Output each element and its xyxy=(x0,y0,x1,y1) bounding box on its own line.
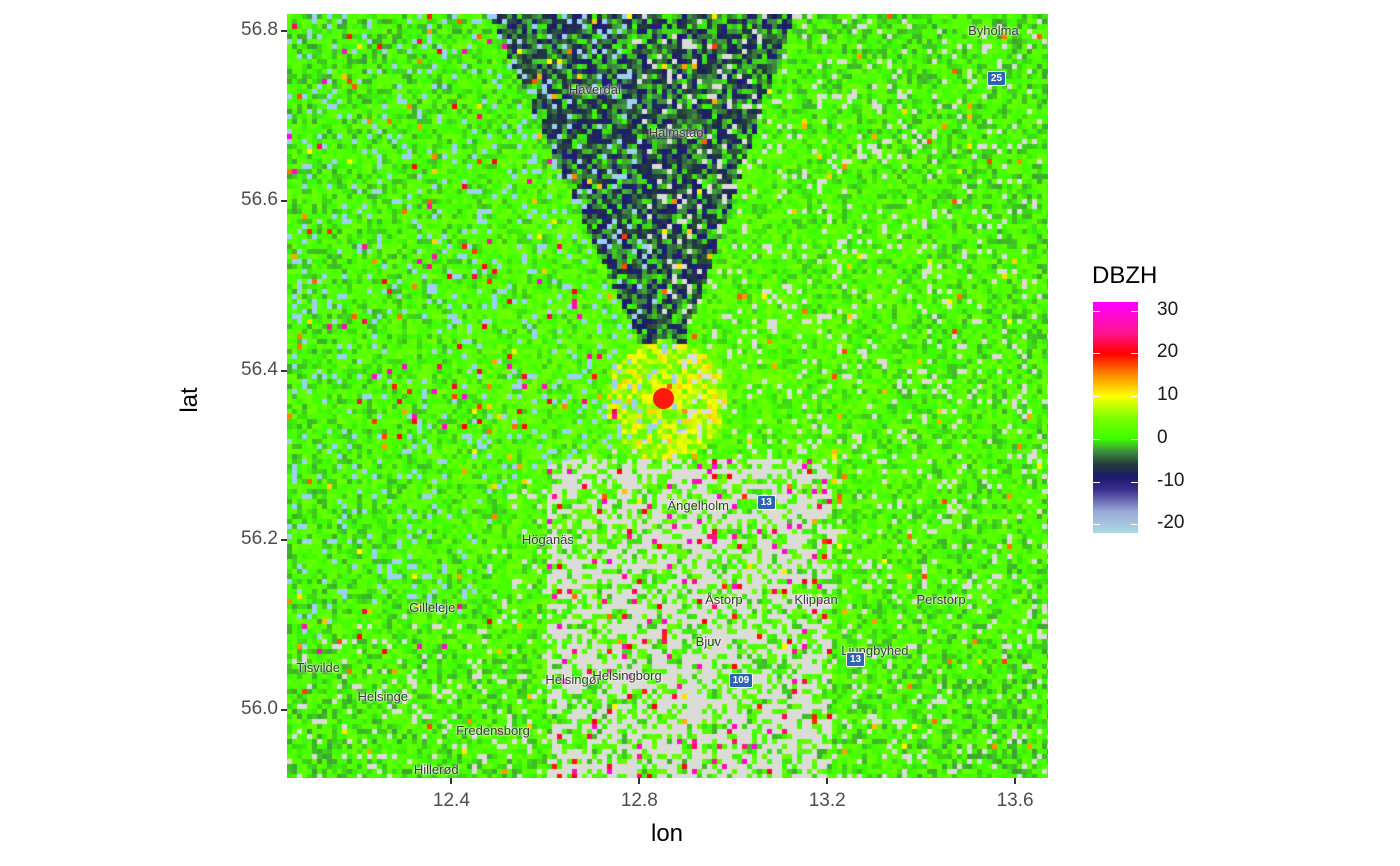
y-tick-label: 56.2 xyxy=(241,528,278,550)
legend-tick xyxy=(1131,310,1138,312)
place-label: Åstorp xyxy=(705,591,743,607)
legend-tick xyxy=(1093,353,1100,355)
road-shield: 13 xyxy=(756,495,776,511)
road-shield: 25 xyxy=(986,70,1007,86)
road-shield: 13 xyxy=(846,652,866,668)
place-label: Helsingør xyxy=(545,672,601,688)
radar-map-panel[interactable]: HaverdalHalmstadFalkenbergByholmaHöganäs… xyxy=(287,14,1048,778)
place-label: Gilleleje xyxy=(409,600,456,616)
legend-tick xyxy=(1093,524,1100,526)
x-tick-mark xyxy=(1014,778,1017,784)
place-label: Tisvilde xyxy=(296,659,340,675)
place-label: Perstorp xyxy=(916,591,966,607)
y-tick-label: 56.4 xyxy=(241,358,278,380)
legend-label: 20 xyxy=(1157,341,1179,363)
place-label: Fredensborg xyxy=(456,723,530,739)
legend-tick xyxy=(1131,438,1138,440)
x-tick-mark xyxy=(638,778,641,784)
place-label: Klippan xyxy=(794,591,838,607)
legend-label: 30 xyxy=(1157,298,1179,320)
legend-tick xyxy=(1093,438,1100,440)
place-label: Bjuv xyxy=(695,634,721,650)
place-label: Ängelholm xyxy=(667,498,729,514)
x-tick-label: 13.6 xyxy=(996,790,1034,811)
legend-tick xyxy=(1093,481,1100,483)
place-label: Helsingborg xyxy=(592,668,662,684)
legend-label: 0 xyxy=(1157,426,1168,448)
radar-site-marker xyxy=(653,388,675,410)
y-tick-mark xyxy=(281,199,287,202)
x-axis-title: lon xyxy=(650,820,684,847)
legend-tick xyxy=(1093,396,1100,398)
legend-colorbar xyxy=(1093,302,1138,533)
place-label: Höganäs xyxy=(521,532,574,548)
legend-tick xyxy=(1131,353,1138,355)
y-tick-mark xyxy=(281,539,287,542)
y-axis-title: lat xyxy=(176,387,203,413)
legend-tick xyxy=(1131,481,1138,483)
legend-label: -10 xyxy=(1157,469,1185,491)
y-tick-label: 56.6 xyxy=(241,188,278,210)
place-label: Halmstad xyxy=(648,124,704,140)
x-tick-label: 12.4 xyxy=(432,790,470,811)
road-shield: 109 xyxy=(728,673,754,689)
x-tick-mark xyxy=(826,778,829,784)
legend-tick xyxy=(1093,310,1100,312)
y-tick-label: 56.8 xyxy=(241,18,278,40)
y-tick-mark xyxy=(281,709,287,712)
x-tick-mark xyxy=(450,778,453,784)
y-tick-mark xyxy=(281,369,287,372)
legend-tick xyxy=(1131,396,1138,398)
y-tick-mark xyxy=(281,29,287,32)
x-tick-label: 12.8 xyxy=(620,790,658,811)
legend-label: 10 xyxy=(1157,384,1179,406)
place-label: Helsinge xyxy=(357,689,409,705)
place-label: Byholma xyxy=(968,22,1019,38)
legend-title: DBZH xyxy=(1092,262,1158,289)
x-tick-label: 13.2 xyxy=(808,790,846,811)
y-tick-label: 56.0 xyxy=(241,698,278,720)
place-label: Haverdal xyxy=(568,82,621,98)
legend-tick xyxy=(1131,524,1138,526)
legend-label: -20 xyxy=(1157,512,1185,534)
place-label: Hillerød xyxy=(413,761,459,777)
